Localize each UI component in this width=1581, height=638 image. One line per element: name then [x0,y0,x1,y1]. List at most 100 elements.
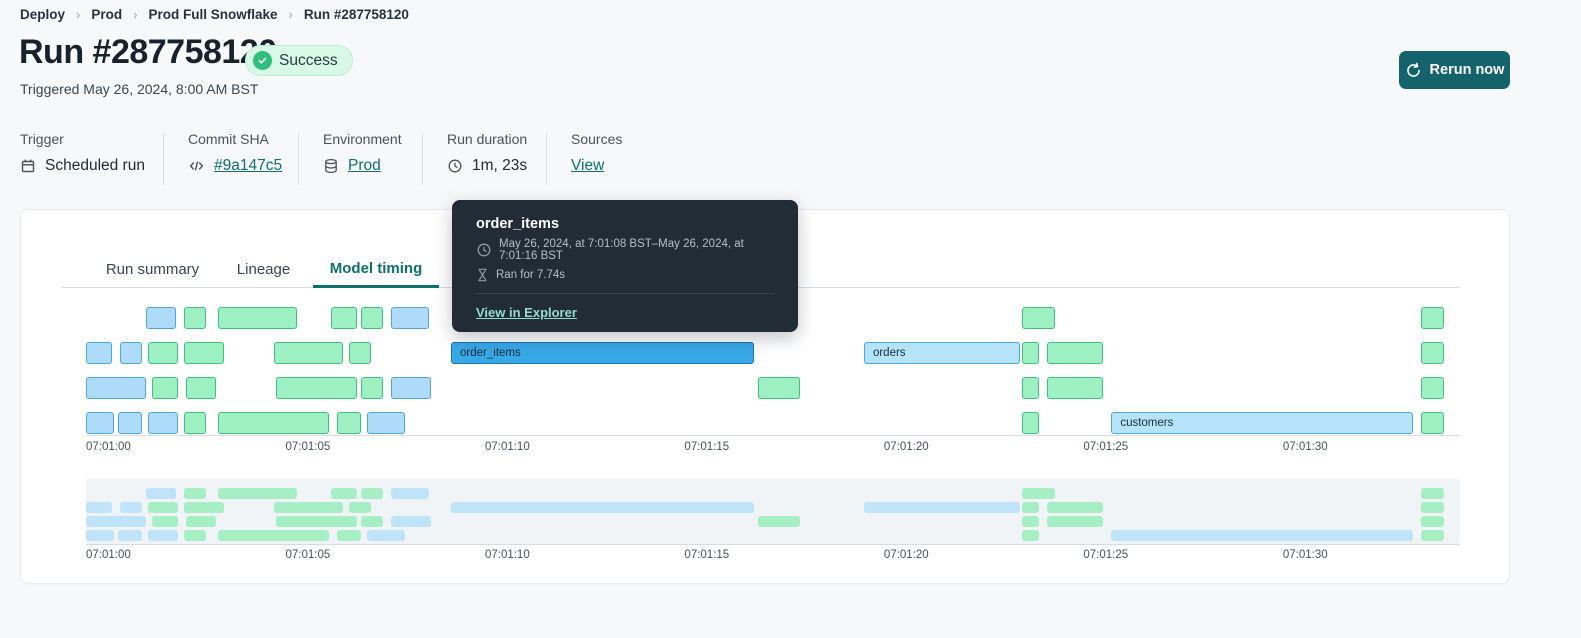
gantt-bar[interactable] [361,377,384,399]
gantt-bar[interactable] [337,412,362,434]
calendar-icon [20,158,36,174]
meta-label: Environment [323,131,402,147]
minimap-tick: 07:01:05 [285,549,331,561]
minimap-bar [1021,516,1040,527]
gantt-bar[interactable] [183,412,206,434]
gantt-bar[interactable] [273,342,344,364]
minimap-bar [147,502,178,513]
gantt-bar-orders[interactable]: orders [863,342,1020,364]
breadcrumb-item[interactable]: Run #287758120 [303,7,409,22]
breadcrumb-item[interactable]: Prod Full Snowflake [148,7,278,22]
meta-value[interactable]: View [571,157,605,174]
gantt-bar[interactable] [1021,412,1040,434]
minimap-bar [1420,516,1445,527]
gantt-bar[interactable] [275,377,358,399]
gantt-minimap[interactable] [86,479,1460,544]
gantt-bar[interactable] [1047,342,1104,364]
gantt-bar[interactable] [147,342,178,364]
minimap-bar [1021,488,1056,499]
breadcrumb-item[interactable]: Deploy [20,7,66,22]
minimap-bar [337,530,362,541]
gantt-bar[interactable] [217,307,298,329]
gantt-bar[interactable] [1047,377,1104,399]
gantt-bar[interactable] [183,342,224,364]
minimap-tick: 07:01:30 [1282,549,1328,561]
gantt-bar[interactable] [1021,377,1040,399]
minimap-bar [1021,530,1040,541]
minimap-tick: 07:01:25 [1083,549,1129,561]
gantt-bar[interactable] [119,342,142,364]
gantt-bar[interactable] [145,307,176,329]
meta-label: Commit SHA [188,131,269,147]
gantt-tick: 07:01:30 [1282,441,1328,453]
gantt-bar[interactable] [367,412,406,434]
gantt-bar[interactable] [1420,377,1445,399]
gantt-bar[interactable] [1021,307,1056,329]
check-circle-icon [253,51,272,70]
breadcrumb-item[interactable]: Prod [91,7,123,22]
gantt-tick: 07:01:00 [86,441,131,453]
tab-lineage[interactable]: Lineage [236,261,291,278]
minimap-bar [217,530,330,541]
minimap-bar [1420,530,1445,541]
meta-column-commit-sha: Commit SHA #9a147c5 [188,131,282,175]
tab-model-timing[interactable]: Model timing [313,251,439,288]
database-icon [323,158,339,174]
gantt-bar[interactable] [151,377,178,399]
minimap-bar [331,488,358,499]
tooltip-model-name: order_items [476,216,560,232]
gantt-bar[interactable] [1420,307,1445,329]
model-timing-gantt: order_items orders customers [86,307,1460,435]
gantt-tick: 07:01:05 [285,441,331,453]
minimap-bar [147,530,178,541]
clock-icon [447,158,463,174]
meta-value: 1m, 23s [472,157,528,174]
gantt-tick: 07:01:20 [883,441,929,453]
gantt-bar[interactable] [183,307,206,329]
gantt-bar[interactable] [1420,412,1445,434]
meta-value[interactable]: #9a147c5 [214,157,283,174]
minimap-bar [185,516,216,527]
meta-label: Sources [571,131,623,147]
minimap-bar [151,516,178,527]
rerun-button[interactable]: Rerun now [1399,51,1510,89]
gantt-bar[interactable] [217,412,330,434]
meta-column-sources: Sources View [571,131,622,175]
gantt-bar-customers[interactable]: customers [1111,412,1413,434]
minimap-bar [119,502,142,513]
minimap-bar [183,488,206,499]
minimap-time-axis: 07:01:00 07:01:05 07:01:10 07:01:15 07:01:20… [86,549,1460,563]
minimap-bar [86,516,146,527]
meta-label: Trigger [20,131,64,147]
gantt-axis-line [86,435,1460,436]
gantt-bar[interactable] [1420,342,1445,364]
breadcrumb-separator: › [76,7,81,22]
minimap-tick: 07:01:15 [684,549,730,561]
meta-divider [546,133,547,185]
meta-divider [422,133,423,185]
minimap-bar [86,530,114,541]
tab-run-summary[interactable]: Run summary [105,261,200,278]
gantt-bar[interactable] [349,342,372,364]
minimap-bar [1047,516,1104,527]
meta-value[interactable]: Prod [348,157,381,174]
gantt-bar[interactable] [331,307,358,329]
gantt-bar[interactable] [185,377,216,399]
gantt-bar[interactable] [758,377,801,399]
gantt-bar[interactable] [147,412,178,434]
clock-icon [476,242,492,258]
gantt-bar[interactable] [86,342,112,364]
gantt-bar[interactable] [391,307,430,329]
minimap-tick: 07:01:00 [86,549,131,561]
gantt-bar[interactable] [86,412,114,434]
gantt-bar[interactable] [361,307,384,329]
view-in-explorer-link[interactable]: View in Explorer [476,305,577,320]
gantt-bar[interactable] [391,377,432,399]
status-badge-label: Success [279,51,338,69]
gantt-bar-order_items[interactable]: order_items [451,342,755,364]
refresh-icon [1405,62,1422,79]
gantt-bar[interactable] [86,377,146,399]
gantt-bar[interactable] [117,412,142,434]
minimap-bar [758,516,801,527]
gantt-bar[interactable] [1021,342,1040,364]
